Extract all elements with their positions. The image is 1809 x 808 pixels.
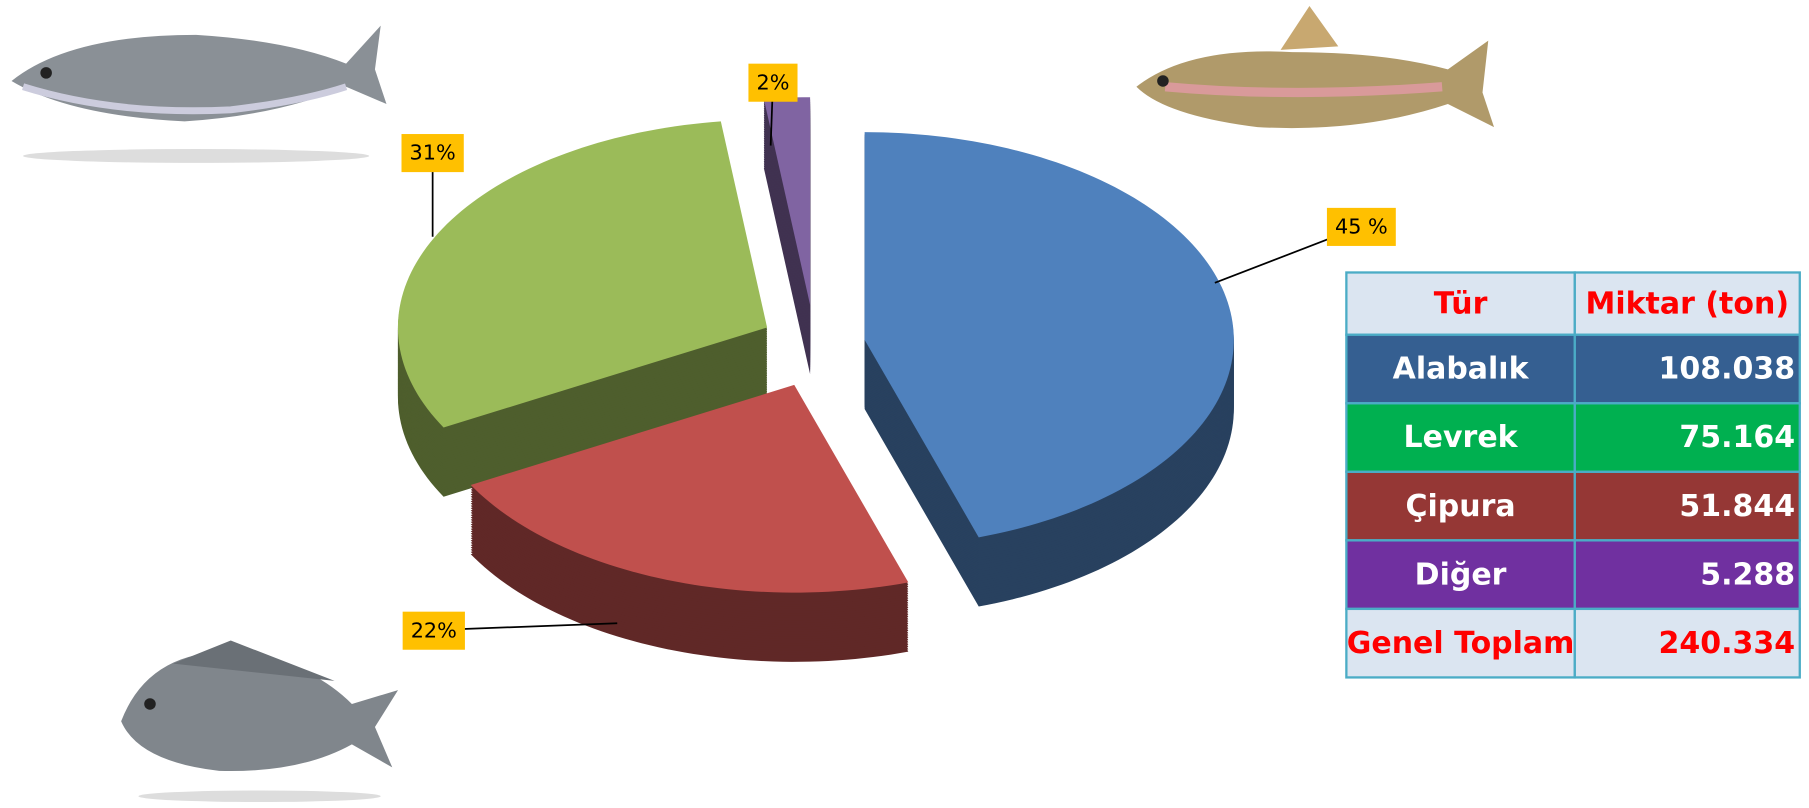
table-cell	[1573, 470, 1801, 542]
slice-top	[397, 121, 768, 428]
table-cell	[1345, 470, 1576, 542]
data-label: 22%	[411, 618, 457, 642]
table-header: Tür	[1434, 286, 1488, 321]
slice-top	[864, 132, 1234, 538]
label-box	[401, 134, 464, 173]
pie: 45 % 22% 31% 2%	[397, 63, 1396, 662]
data-label: 31%	[410, 141, 456, 165]
slice	[397, 121, 768, 497]
table-total-label: Genel Toplam	[1347, 626, 1575, 661]
table-cell	[1573, 402, 1801, 473]
table-value: 108.038	[1659, 352, 1796, 387]
slice	[470, 384, 909, 662]
table-cell	[1573, 271, 1801, 336]
table-cell	[1573, 607, 1801, 679]
label-box	[748, 63, 798, 102]
table-cell	[1345, 607, 1576, 679]
data-label: 2%	[757, 70, 790, 94]
table-label: Alabalık	[1393, 352, 1530, 387]
slice	[864, 132, 1234, 607]
table-label: Çipura	[1406, 489, 1516, 524]
table: Tür Miktar (ton) Alabalık 108.038 Levrek 75.1…	[1345, 271, 1801, 679]
fish-seabream	[121, 640, 399, 803]
slice	[763, 97, 811, 375]
table-value: 5.288	[1700, 557, 1795, 592]
table-cell	[1573, 333, 1801, 405]
slice-top	[763, 97, 811, 305]
table-label: Diğer	[1415, 557, 1507, 592]
data-label: 45 %	[1335, 214, 1388, 238]
table-cell	[1573, 539, 1801, 611]
table-label: Levrek	[1404, 420, 1519, 455]
table-value: 51.844	[1679, 489, 1795, 524]
table-header: Miktar (ton)	[1586, 286, 1790, 321]
fish-trout	[1136, 5, 1495, 129]
slice-top	[470, 384, 909, 593]
label-box	[1326, 207, 1396, 246]
table-value: 75.164	[1679, 420, 1795, 455]
label-box	[402, 611, 465, 650]
fish-seabass	[11, 25, 387, 163]
table-total-value: 240.334	[1659, 626, 1796, 661]
